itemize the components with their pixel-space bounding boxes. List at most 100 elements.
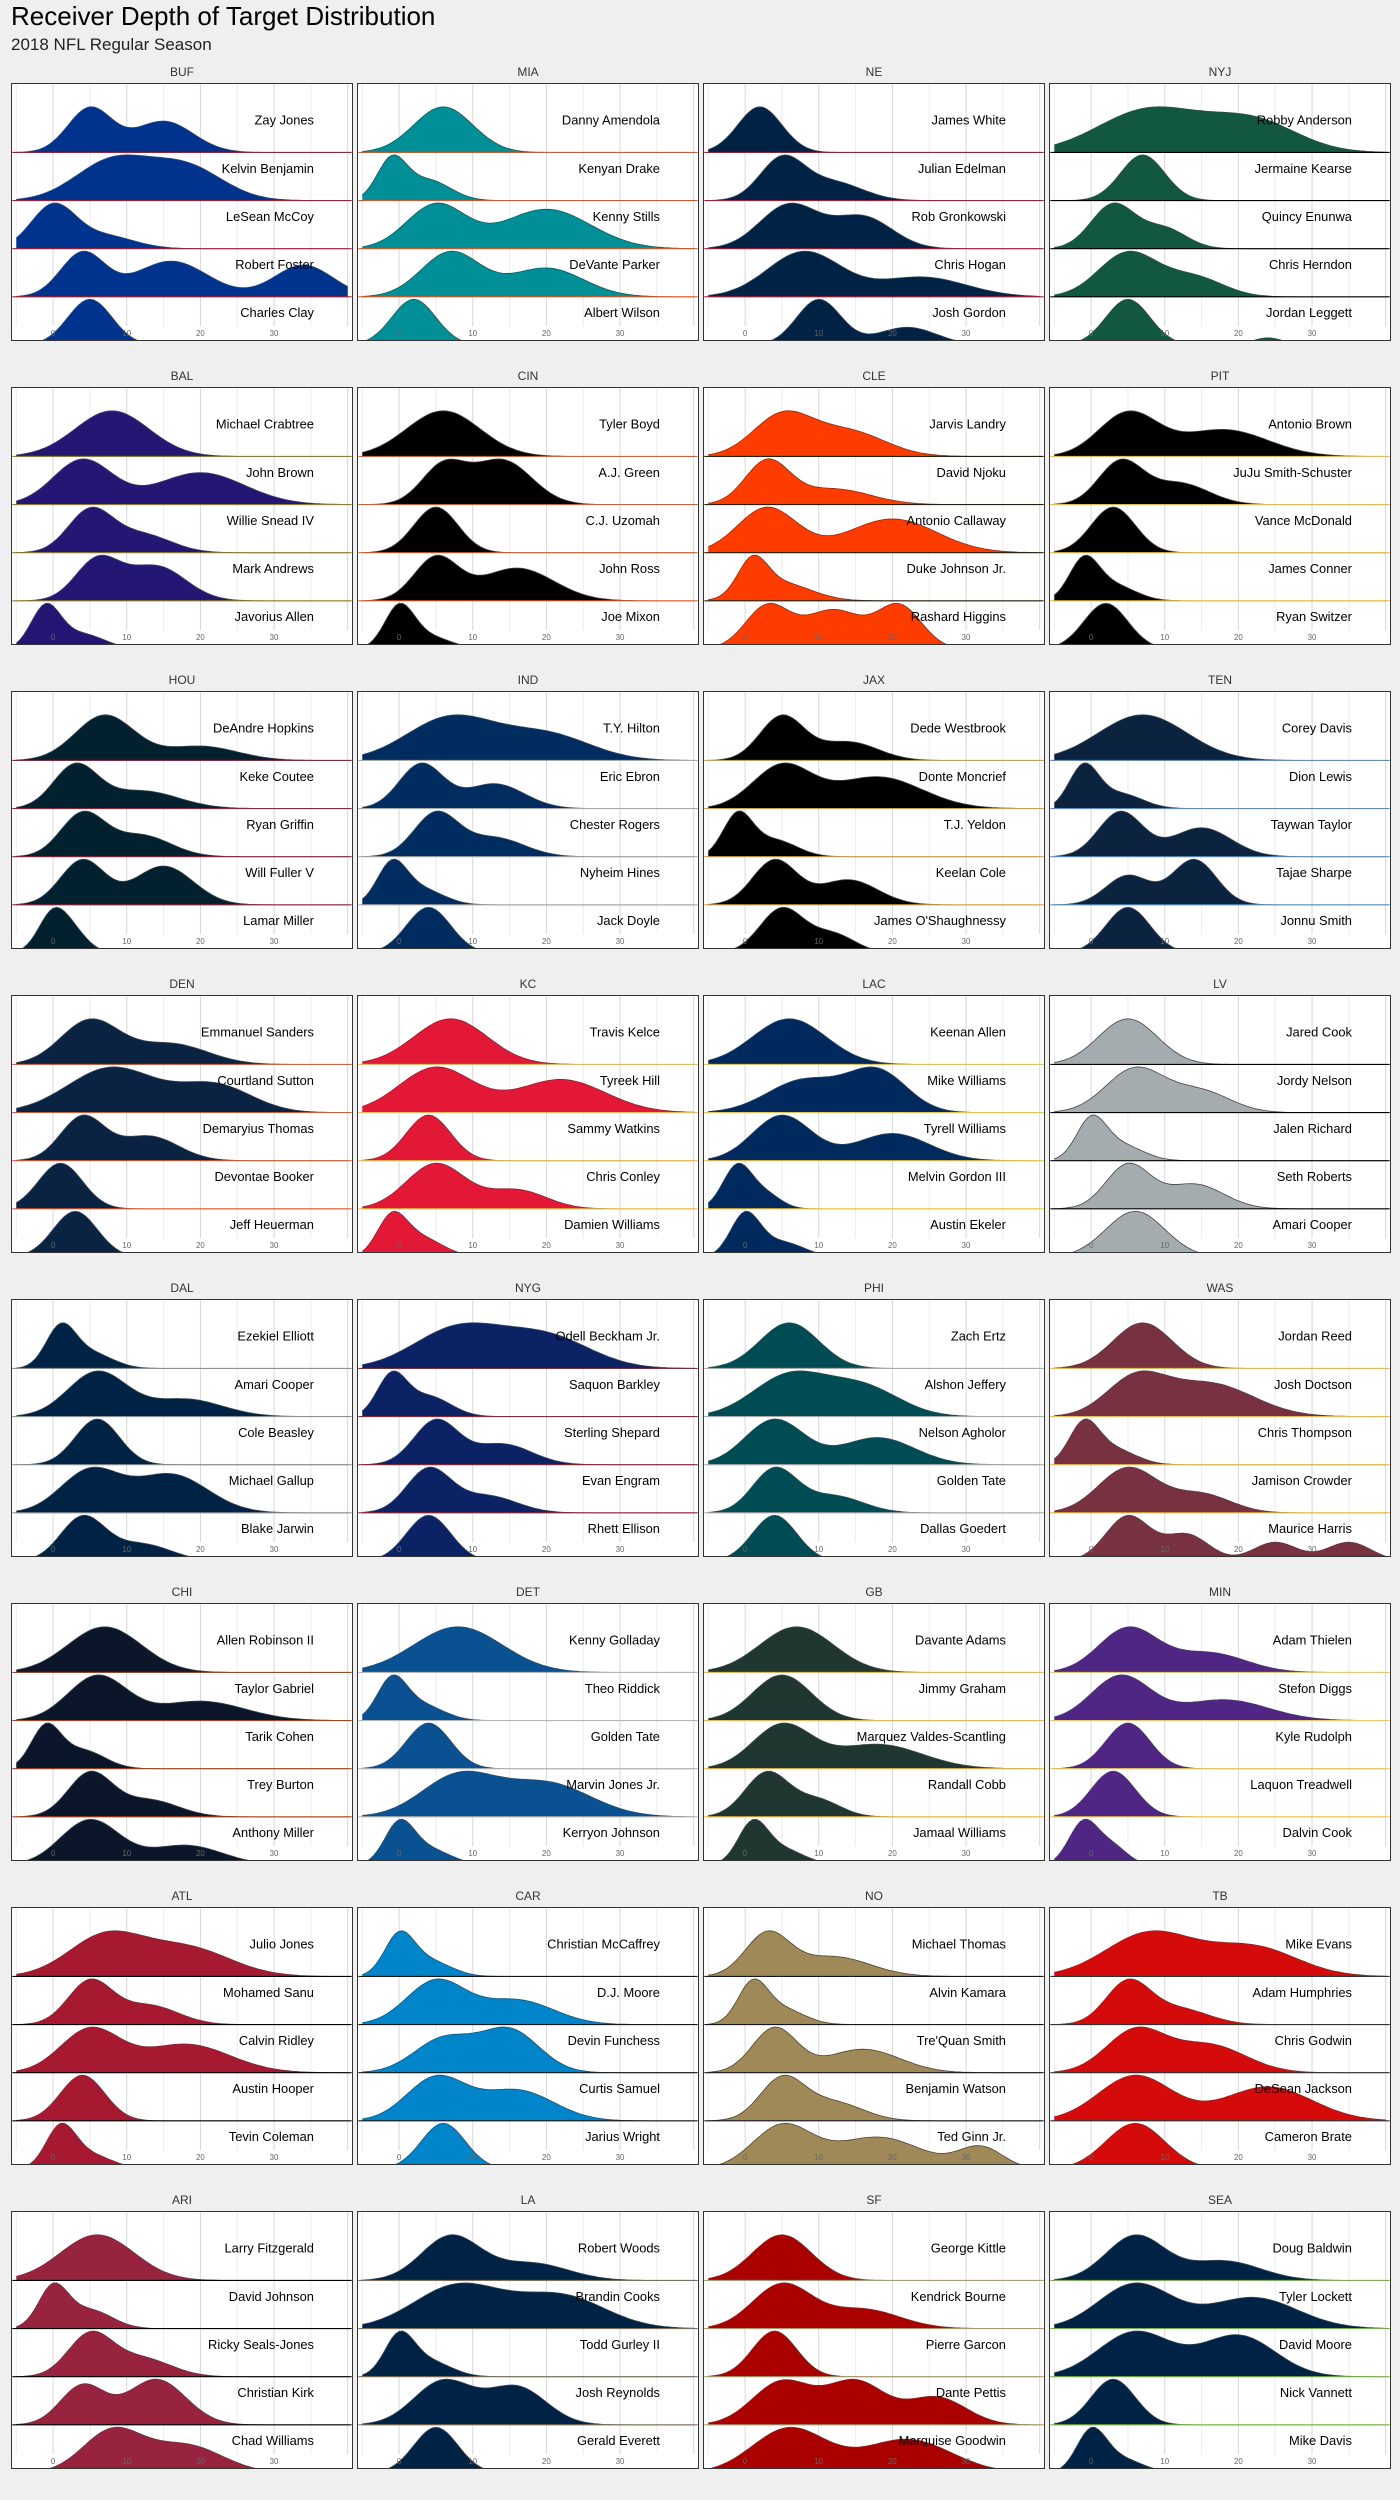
player-label: James O'Shaughnessy <box>874 913 1007 928</box>
ridgeline-plot: Ezekiel Elliott Amari Cooper Cole Beasley M… <box>11 1299 353 1557</box>
team-label: TB <box>1212 1889 1228 1903</box>
team-panel-lac: LAC Keenan Allen Mike Williams Tyrell Willi… <box>703 977 1045 1253</box>
density-ridge <box>1081 1515 1385 1556</box>
density-ridge <box>708 1322 1040 1369</box>
team-panel-den: DEN Emmanuel Sanders Courtland Sutton Demar… <box>11 977 353 1253</box>
x-tick-label: 10 <box>122 633 131 642</box>
density-ridge <box>708 251 1040 297</box>
density-ridge <box>708 555 1040 601</box>
ridgeline-plot: James White Julian Edelman Rob Gronkowski C… <box>703 83 1045 341</box>
density-ridge <box>1054 1018 1386 1065</box>
density-ridge <box>1054 1978 1386 2025</box>
density-ridge <box>362 1163 694 1209</box>
density-ridge <box>1054 507 1386 553</box>
x-tick-label: 20 <box>196 1545 205 1554</box>
player-label: Melvin Gordon III <box>908 1169 1006 1184</box>
player-label: Pierre Garcon <box>926 2337 1006 2352</box>
team-label: KC <box>519 977 537 991</box>
density-ridge <box>708 859 1040 905</box>
density-ridge <box>362 1674 694 1721</box>
team-panel-cle: CLE Jarvis Landry David Njoku Antonio Calla… <box>703 369 1045 645</box>
density-ridge <box>1054 1771 1386 1817</box>
x-tick-label: 20 <box>888 2153 897 2162</box>
player-label: Jermaine Kearse <box>1255 161 1352 176</box>
density-ridge <box>708 1771 1040 1817</box>
density-ridge <box>1054 203 1386 249</box>
density-ridge <box>362 762 694 809</box>
player-label: T.Y. Hilton <box>603 721 660 736</box>
player-label: Evan Engram <box>582 1473 660 1488</box>
ridge-outline <box>26 1818 249 1860</box>
density-ridge <box>362 1370 694 1417</box>
player-label: Ryan Griffin <box>246 817 314 832</box>
player-label: Corey Davis <box>1282 721 1352 736</box>
x-tick-label: 10 <box>1160 2457 1169 2466</box>
density-ridge <box>16 1322 348 1369</box>
player-label: Michael Crabtree <box>216 417 314 432</box>
ridge-outline <box>366 298 462 340</box>
x-tick-label: 20 <box>1234 2153 1243 2162</box>
player-label: Austin Ekeler <box>930 1217 1007 1232</box>
team-panel-phi: PHI Zach Ertz Alshon Jeffery Nelson Agholor… <box>703 1281 1045 1557</box>
team-panel-ten: TEN Corey Davis Dion Lewis Taywan Taylor Taj… <box>1049 673 1391 949</box>
player-label: Joe Mixon <box>601 609 660 624</box>
x-tick-label: 0 <box>51 937 56 946</box>
ridgeline-plot: Zach Ertz Alshon Jeffery Nelson Agholor Gol… <box>703 1299 1045 1557</box>
x-tick-label: 0 <box>51 2457 56 2466</box>
density-ridge <box>29 2123 122 2164</box>
x-tick-label: 20 <box>1234 1849 1243 1858</box>
density-ridge <box>720 2123 1019 2164</box>
player-label: Tajae Sharpe <box>1276 865 1352 880</box>
ridge-outline <box>719 2122 1021 2164</box>
density-ridge <box>1054 1115 1386 1161</box>
player-label: Dalvin Cook <box>1283 1825 1353 1840</box>
ridgeline-plot: George Kittle Kendrick Bourne Pierre Garco… <box>703 2211 1045 2469</box>
x-tick-label: 20 <box>542 1545 551 1554</box>
density-ridge <box>362 410 694 457</box>
player-label: Sterling Shepard <box>564 1425 660 1440</box>
ridgeline-plot: Antonio Brown JuJu Smith-Schuster Vance Mc… <box>1049 387 1391 645</box>
ridge-outline <box>362 1066 694 1113</box>
x-tick-label: 0 <box>51 1241 56 1250</box>
player-label: Blake Jarwin <box>241 1521 314 1536</box>
player-label: Doug Baldwin <box>1273 2241 1352 2256</box>
x-tick-label: 10 <box>122 329 131 338</box>
player-label: Keke Coutee <box>240 769 314 784</box>
density-ridge <box>16 1163 348 1209</box>
density-ridge <box>389 2427 483 2468</box>
player-label: Cameron Brate <box>1265 2129 1352 2144</box>
density-ridge <box>1054 1322 1386 1369</box>
team-label: IND <box>517 673 539 687</box>
density-ridge <box>362 458 694 505</box>
x-tick-label: 30 <box>1308 2457 1317 2466</box>
density-ridge <box>381 907 476 948</box>
x-tick-label: 30 <box>1308 329 1317 338</box>
density-ridge <box>721 603 946 644</box>
team-label: HOU <box>168 673 196 687</box>
player-label: Jordan Leggett <box>1266 305 1352 320</box>
ridge-outline <box>16 1930 348 1977</box>
density-ridge <box>16 811 348 857</box>
density-ridge <box>362 507 694 553</box>
player-label: Dante Pettis <box>936 2385 1006 2400</box>
player-label: Mike Davis <box>1289 2433 1352 2448</box>
density-ridge <box>708 2234 1040 2281</box>
density-ridge <box>28 1211 122 1252</box>
player-label: Damien Williams <box>564 1217 660 1232</box>
density-ridge <box>396 2123 490 2164</box>
x-tick-label: 10 <box>814 1545 823 1554</box>
ridge-outline <box>1054 1674 1386 1721</box>
team-label: MIA <box>517 65 539 79</box>
player-label: Austin Hooper <box>232 2081 314 2096</box>
player-label: Gerald Everett <box>577 2433 660 2448</box>
x-tick-label: 10 <box>468 2153 477 2162</box>
x-tick-label: 10 <box>1160 1849 1169 1858</box>
player-label: Dallas Goedert <box>920 1521 1006 1536</box>
density-ridge <box>16 1771 348 1817</box>
x-tick-label: 20 <box>1234 1241 1243 1250</box>
player-label: JuJu Smith-Schuster <box>1233 465 1352 480</box>
chart-subtitle: 2018 NFL Regular Season <box>11 35 212 54</box>
x-tick-label: 10 <box>468 329 477 338</box>
x-tick-label: 20 <box>196 1241 205 1250</box>
density-ridge <box>362 1930 694 1977</box>
